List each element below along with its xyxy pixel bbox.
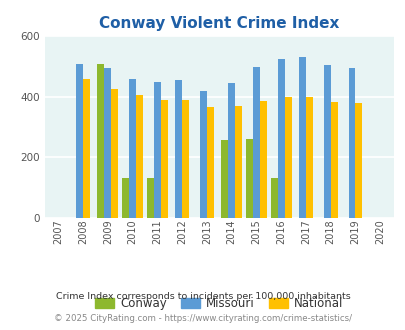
Text: Crime Index corresponds to incidents per 100,000 inhabitants: Crime Index corresponds to incidents per…	[55, 292, 350, 301]
Bar	[228, 83, 234, 218]
Bar	[207, 107, 213, 218]
Bar	[153, 82, 160, 218]
Bar	[182, 100, 189, 218]
Bar	[111, 89, 118, 218]
Bar	[259, 101, 266, 218]
Bar	[323, 65, 330, 218]
Bar	[330, 102, 337, 218]
Bar	[175, 80, 182, 218]
Bar	[104, 68, 111, 218]
Bar	[199, 91, 207, 218]
Bar	[221, 140, 228, 218]
Bar	[76, 63, 83, 218]
Bar	[122, 179, 129, 218]
Bar	[305, 97, 312, 218]
Bar	[245, 139, 252, 218]
Bar	[129, 79, 136, 218]
Bar	[270, 179, 277, 218]
Text: © 2025 CityRating.com - https://www.cityrating.com/crime-statistics/: © 2025 CityRating.com - https://www.city…	[54, 314, 351, 323]
Bar	[354, 103, 362, 218]
Bar	[147, 179, 153, 218]
Bar	[97, 63, 104, 218]
Legend: Conway, Missouri, National: Conway, Missouri, National	[90, 293, 347, 315]
Bar	[160, 100, 167, 218]
Bar	[298, 57, 305, 218]
Bar	[277, 59, 284, 218]
Bar	[136, 95, 143, 218]
Bar	[284, 97, 291, 218]
Bar	[347, 68, 354, 218]
Bar	[83, 79, 90, 218]
Bar	[252, 67, 259, 218]
Bar	[234, 106, 241, 218]
Title: Conway Violent Crime Index: Conway Violent Crime Index	[99, 16, 339, 31]
